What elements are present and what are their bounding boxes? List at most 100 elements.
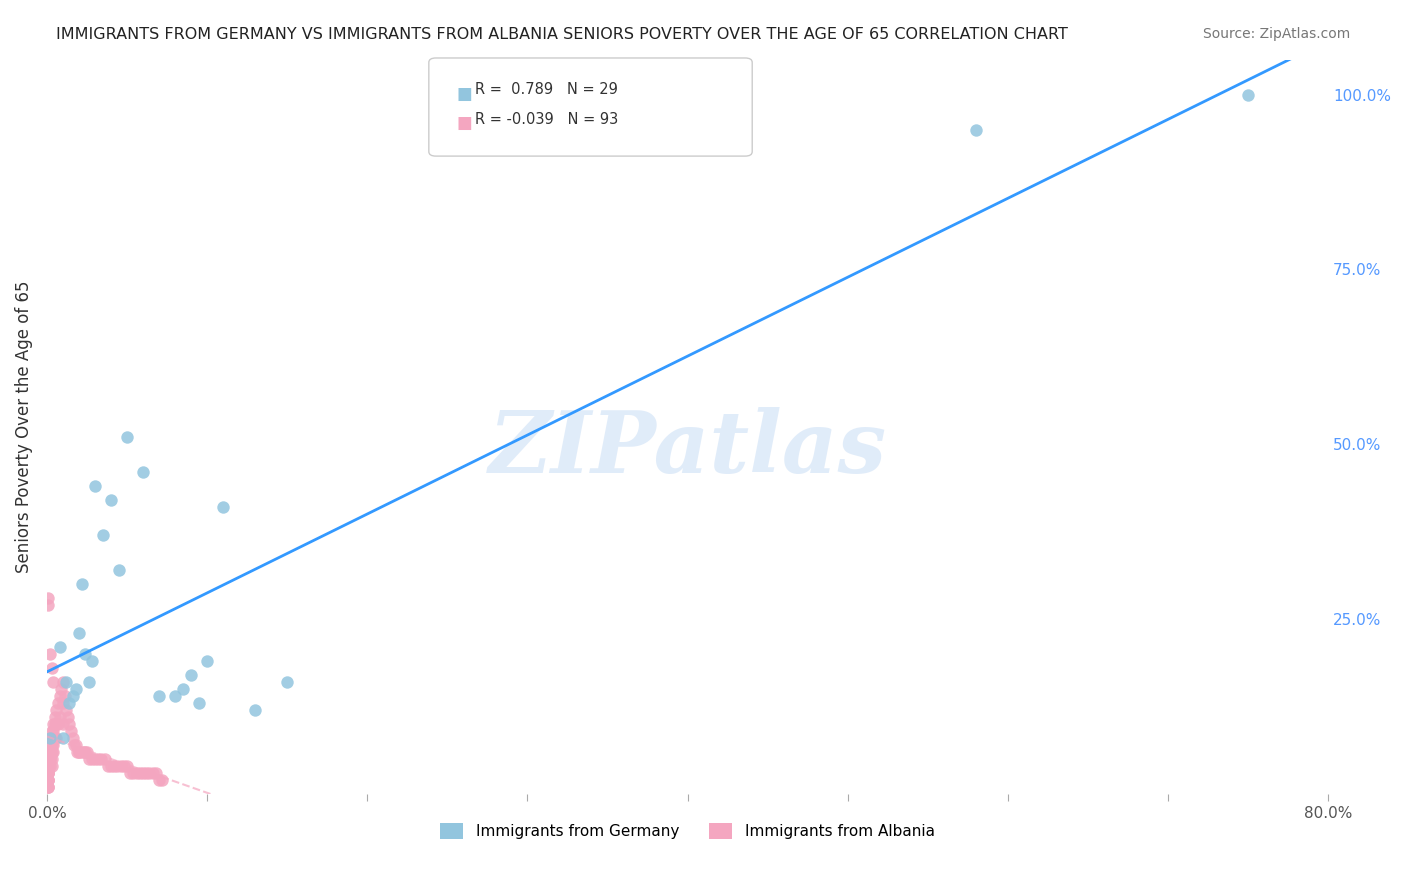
Point	[39, 647, 62, 661]
Point	[142, 766, 165, 780]
Point	[243, 703, 266, 717]
Point	[93, 752, 115, 766]
Point	[46, 717, 69, 731]
Point	[39, 752, 62, 766]
Point	[37, 766, 59, 780]
Point	[84, 479, 107, 493]
Point	[180, 668, 202, 682]
Point	[37, 752, 59, 766]
Point	[39, 745, 62, 759]
Point	[41, 738, 63, 752]
Point	[97, 759, 120, 773]
Point	[84, 752, 107, 766]
Point	[37, 591, 59, 606]
Point	[76, 745, 98, 759]
Point	[39, 745, 62, 759]
Point	[67, 745, 90, 759]
Point	[39, 731, 62, 745]
Point	[80, 654, 103, 668]
Point	[48, 640, 70, 654]
Point	[195, 654, 218, 668]
Point	[41, 759, 63, 773]
Point	[75, 745, 97, 759]
Point	[39, 738, 62, 752]
Point	[135, 766, 157, 780]
Point	[55, 675, 77, 690]
Point	[37, 752, 59, 766]
Point	[67, 626, 90, 640]
Point	[77, 675, 100, 690]
Point	[37, 752, 59, 766]
Point	[42, 738, 65, 752]
Point	[41, 724, 63, 739]
Point	[41, 731, 63, 745]
Point	[138, 766, 160, 780]
Point	[91, 528, 114, 542]
Point	[37, 759, 59, 773]
Point	[45, 731, 67, 745]
Point	[37, 766, 59, 780]
Point	[37, 772, 59, 787]
Point	[112, 759, 135, 773]
Point	[73, 745, 96, 759]
Point	[70, 577, 93, 591]
Point	[45, 717, 67, 731]
Point	[62, 731, 84, 745]
Point	[110, 759, 132, 773]
Point	[37, 752, 59, 766]
Point	[87, 752, 110, 766]
Point	[67, 745, 90, 759]
Point	[62, 689, 84, 703]
Point	[37, 766, 59, 780]
Point	[37, 772, 59, 787]
Point	[52, 731, 75, 745]
Point	[163, 689, 186, 703]
Text: Source: ZipAtlas.com: Source: ZipAtlas.com	[1202, 27, 1350, 41]
Point	[150, 772, 173, 787]
Point	[42, 675, 65, 690]
Point	[66, 745, 89, 759]
Text: R =  0.789   N = 29: R = 0.789 N = 29	[475, 82, 619, 97]
Point	[132, 465, 155, 479]
Point	[965, 122, 987, 136]
Point	[77, 752, 100, 766]
Point	[52, 675, 75, 690]
Point	[37, 598, 59, 612]
Text: ■: ■	[457, 85, 472, 103]
Point	[42, 745, 65, 759]
Point	[145, 766, 167, 780]
Point	[58, 717, 80, 731]
Point	[39, 738, 62, 752]
Point	[39, 752, 62, 766]
Point	[44, 717, 66, 731]
Point	[39, 759, 62, 773]
Point	[58, 696, 80, 710]
Point	[1237, 87, 1260, 102]
Text: ■: ■	[457, 114, 472, 132]
Point	[37, 759, 59, 773]
Point	[37, 759, 59, 773]
Point	[148, 772, 170, 787]
Text: R = -0.039   N = 93: R = -0.039 N = 93	[475, 112, 619, 127]
Point	[100, 493, 122, 508]
Point	[276, 675, 298, 690]
Point	[115, 759, 138, 773]
Point	[42, 731, 65, 745]
Point	[48, 689, 70, 703]
Text: ZIPatlas: ZIPatlas	[488, 407, 887, 491]
Point	[37, 759, 59, 773]
Point	[103, 759, 125, 773]
Point	[120, 766, 142, 780]
Point	[41, 752, 63, 766]
Point	[45, 703, 67, 717]
Point	[53, 689, 76, 703]
Point	[39, 731, 62, 745]
Point	[70, 745, 93, 759]
Text: IMMIGRANTS FROM GERMANY VS IMMIGRANTS FROM ALBANIA SENIORS POVERTY OVER THE AGE : IMMIGRANTS FROM GERMANY VS IMMIGRANTS FR…	[56, 27, 1069, 42]
Point	[100, 759, 122, 773]
Point	[39, 745, 62, 759]
Point	[122, 766, 145, 780]
Point	[75, 647, 97, 661]
Point	[37, 780, 59, 794]
Point	[125, 766, 148, 780]
